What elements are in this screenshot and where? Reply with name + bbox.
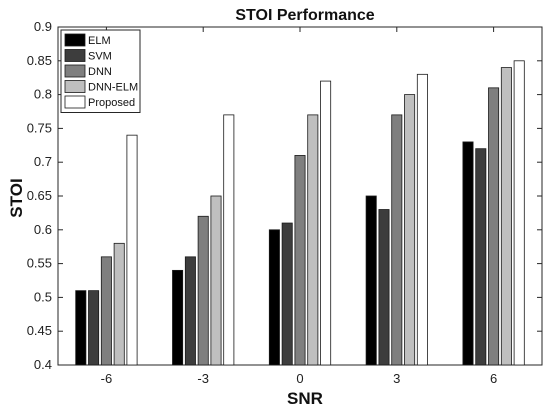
bar-svm-0 xyxy=(281,222,293,366)
y-tick-label: 0.85 xyxy=(27,53,52,68)
bar-proposed-3 xyxy=(416,73,428,366)
legend-label: ELM xyxy=(88,35,111,47)
legend-swatch xyxy=(64,33,86,47)
legend-label: DNN-ELM xyxy=(88,82,138,94)
legend-swatch xyxy=(64,80,86,93)
bar-dnn-3 xyxy=(391,114,403,366)
legend: ELM SVM DNN DNN-ELM Proposed xyxy=(60,29,141,113)
bar-dnn-neg6 xyxy=(100,256,112,366)
bar-svm-3 xyxy=(378,209,390,366)
bar-dnn-elm-neg3 xyxy=(210,195,222,366)
x-tick-label: 3 xyxy=(393,371,400,386)
bar-dnn-elm-0 xyxy=(307,114,319,366)
bar-elm-0 xyxy=(268,229,280,366)
y-tick-label: 0.9 xyxy=(34,19,52,34)
bar-proposed-6 xyxy=(513,60,525,366)
y-tick-label: 0.75 xyxy=(27,120,52,135)
y-tick-label: 0.4 xyxy=(34,357,52,372)
x-tick-label: 0 xyxy=(296,371,303,386)
bar-elm-neg6 xyxy=(75,290,87,366)
chart-title: STOI Performance xyxy=(235,7,374,24)
y-tick-label: 0.7 xyxy=(34,154,52,169)
y-tick-label: 0.8 xyxy=(34,87,52,102)
bar-dnn-neg3 xyxy=(197,215,209,366)
bar-dnn-0 xyxy=(294,155,306,366)
bar-dnn-elm-3 xyxy=(404,94,416,366)
bar-svm-6 xyxy=(475,148,487,366)
legend-swatch xyxy=(64,95,86,109)
bar-dnn-elm-neg6 xyxy=(113,242,125,366)
x-tick-label: -6 xyxy=(101,371,113,386)
x-axis-title: SNR xyxy=(287,389,323,408)
x-tick-label: 6 xyxy=(490,371,497,386)
y-tick-label: 0.5 xyxy=(34,289,52,304)
legend-label: DNN xyxy=(88,66,112,78)
y-tick-label: 0.65 xyxy=(27,188,52,203)
legend-swatch xyxy=(64,64,86,78)
y-tick-label: 0.55 xyxy=(27,256,52,271)
bar-svm-neg3 xyxy=(184,256,196,366)
bar-proposed-neg3 xyxy=(223,114,235,366)
x-tick-label: -3 xyxy=(197,371,209,386)
y-axis-title: STOI xyxy=(7,178,26,217)
legend-label: Proposed xyxy=(88,97,135,109)
bar-svm-neg6 xyxy=(88,290,100,366)
plot-area: 0.4 0.45 0.5 0.55 0.6 0.65 0.7 0.75 0.8 0.85 0.9 -6… xyxy=(27,19,543,386)
y-tick-label: 0.6 xyxy=(34,222,52,237)
bar-dnn-6 xyxy=(488,87,500,366)
bar-dnn-elm-6 xyxy=(500,67,512,366)
bar-proposed-neg6 xyxy=(126,134,138,366)
legend-label: SVM xyxy=(88,51,112,63)
legend-swatch xyxy=(64,49,86,62)
bar-elm-6 xyxy=(462,141,474,366)
y-tick-label: 0.45 xyxy=(27,323,52,338)
bar-proposed-0 xyxy=(320,80,332,366)
bar-elm-3 xyxy=(365,195,377,366)
bar-elm-neg3 xyxy=(172,269,184,366)
